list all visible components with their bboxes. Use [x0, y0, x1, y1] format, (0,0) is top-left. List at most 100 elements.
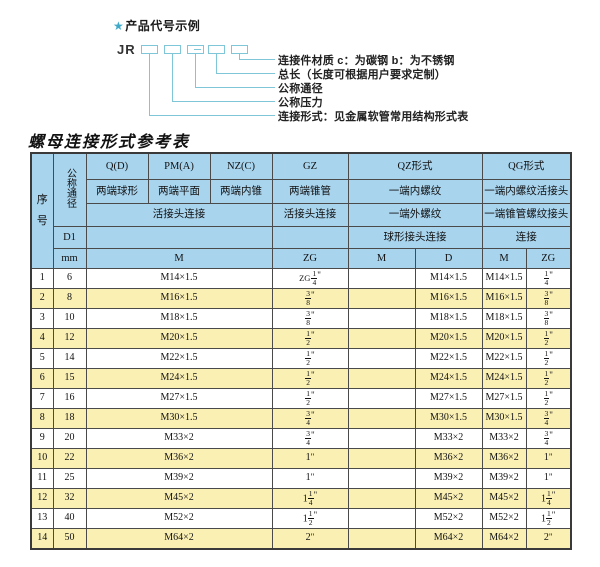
cell-dn: 40	[52, 508, 87, 529]
cell-qz-m	[347, 528, 416, 550]
leader-line-bore-horizontal	[195, 87, 275, 88]
cell-dn: 10	[52, 308, 87, 329]
cell-seq: 13	[30, 508, 54, 529]
leader-line-material-vertical	[239, 54, 240, 60]
cell-qg-zg: 3 4 "	[525, 408, 572, 429]
cell-qg-m: M36×2	[481, 448, 527, 469]
star-icon: ★	[113, 19, 125, 33]
header-dn-sub: D1	[52, 226, 87, 249]
header-row-code: 序号 公称通径 Q(D) PM(A) NZ(C) GZ QZ形式 QG形式	[30, 152, 572, 269]
leader-line-connection-vertical	[149, 54, 150, 116]
cell-qz-d: M24×1.5	[414, 368, 483, 389]
header-qd-ends: 两端球形	[85, 179, 149, 204]
cell-gz: 1 1 2 "	[271, 508, 349, 529]
cell-qg-zg: 1 2 "	[525, 348, 572, 369]
cell-qg-zg: 1 2 "	[525, 328, 572, 349]
cell-qz-d: M64×2	[414, 528, 483, 550]
header-group-nz-code: NZ(C)	[209, 152, 273, 180]
cell-qz-m	[347, 328, 416, 349]
leader-line-connection-horizontal	[149, 115, 275, 116]
code-desc-material: 连接件材质 c：为碳钢 b：为不锈钢	[278, 55, 455, 67]
cell-m: M14×1.5	[85, 268, 273, 289]
code-box-1	[141, 45, 158, 54]
header-qdpmnz-blank	[85, 226, 273, 249]
cell-m: M39×2	[85, 468, 273, 489]
cell-qz-d: M39×2	[414, 468, 483, 489]
header-unit-m-qz: M	[347, 248, 416, 269]
cell-dn: 25	[52, 468, 87, 489]
cell-m: M36×2	[85, 448, 273, 469]
cell-qz-m	[347, 388, 416, 409]
cell-qg-m: M39×2	[481, 468, 527, 489]
cell-gz: 1 1 4 "	[271, 488, 349, 509]
cell-seq: 14	[30, 528, 54, 550]
cell-dn: 20	[52, 428, 87, 449]
header-dn: 公称通径	[52, 152, 87, 227]
cell-seq: 12	[30, 488, 54, 509]
cell-dn: 22	[52, 448, 87, 469]
cell-m: M22×1.5	[85, 348, 273, 369]
cell-qg-zg: 2"	[525, 528, 572, 550]
table-row: 8 18 M30×1.5 3 4 " M30×1.5 M30×1.5 3 4 "	[30, 408, 572, 429]
cell-gz: 3 8 "	[271, 288, 349, 309]
cell-dn: 6	[52, 268, 87, 289]
header-unit-d-qz: D	[414, 248, 483, 269]
cell-qz-d: M36×2	[414, 448, 483, 469]
header-row-d1: D1 球形接头连接 连接	[31, 226, 572, 249]
cell-m: M27×1.5	[85, 388, 273, 409]
header-group-pm-code: PM(A)	[147, 152, 211, 180]
code-separator-dash	[194, 49, 201, 50]
header-unit-zg-gz: ZG	[271, 248, 349, 269]
header-group-qg-code: QG形式	[481, 152, 572, 180]
header-gz-ends: 两端锥管	[271, 179, 349, 204]
leader-line-length-vertical	[216, 54, 217, 74]
header-group-gz-code: GZ	[271, 152, 349, 180]
cell-qz-m	[347, 268, 416, 289]
cell-seq: 10	[30, 448, 54, 469]
nut-connection-table: 序号 公称通径 Q(D) PM(A) NZ(C) GZ QZ形式 QG形式 两端…	[30, 152, 573, 550]
cell-qg-zg: 1 1 4 "	[525, 488, 572, 509]
cell-qg-zg: 3 8 "	[525, 308, 572, 329]
cell-qg-m: M64×2	[481, 528, 527, 550]
cell-qz-m	[347, 488, 416, 509]
header-row-ends: 两端球形 两端平面 两端内锥 两端锥管 一端内螺纹 一端内螺纹活接头	[31, 179, 572, 204]
product-code-heading-text: 产品代号示例	[125, 19, 201, 33]
cell-seq: 3	[30, 308, 54, 329]
cell-qg-m: M18×1.5	[481, 308, 527, 329]
cell-qz-d: M33×2	[414, 428, 483, 449]
table-title: 螺母连接形式参考表	[28, 132, 191, 151]
cell-qz-m	[347, 368, 416, 389]
code-box-4	[208, 45, 225, 54]
cell-qg-zg: 1 2 "	[525, 368, 572, 389]
code-desc-connection: 连接形式：见金属软管常用结构形式表	[278, 111, 469, 123]
cell-dn: 18	[52, 408, 87, 429]
header-qz-ends: 一端内螺纹	[347, 179, 483, 204]
table-row: 14 50 M64×2 2" M64×2 M64×2 2"	[30, 528, 572, 550]
cell-qz-m	[347, 308, 416, 329]
cell-qg-m: M27×1.5	[481, 388, 527, 409]
cell-qz-m	[347, 508, 416, 529]
cell-gz: 3 8 "	[271, 308, 349, 329]
table-row: 2 8 M16×1.5 3 8 " M16×1.5 M16×1.5 3 8 "	[30, 288, 572, 309]
cell-gz: 3 4 "	[271, 428, 349, 449]
header-unit-zg-qg: ZG	[525, 248, 572, 269]
header-qdpmnz-union: 活接头连接	[85, 203, 273, 227]
table-row: 5 14 M22×1.5 1 2 " M22×1.5 M22×1.5 1 2 "	[30, 348, 572, 369]
cell-qg-zg: 1 4 "	[525, 268, 572, 289]
cell-qg-m: M45×2	[481, 488, 527, 509]
cell-qz-d: M22×1.5	[414, 348, 483, 369]
leader-line-pressure-horizontal	[172, 101, 275, 102]
cell-gz: 1"	[271, 468, 349, 489]
header-pm-ends: 两端平面	[147, 179, 211, 204]
product-code-diagram: ★产品代号示例 JR 连接件材质 c：为碳钢 b：为不锈钢 总长（长度可根据用户…	[0, 0, 600, 128]
header-group-qz-code: QZ形式	[347, 152, 483, 180]
cell-dn: 12	[52, 328, 87, 349]
code-desc-length: 总长（长度可根据用户要求定制）	[278, 69, 446, 81]
cell-seq: 7	[30, 388, 54, 409]
table-body: 1 6 M14×1.5 ZG 1 4 " M14×1.5 M14×1.5 1 4 " 2 8 M16×1.5…	[30, 268, 572, 550]
header-qg-union: 一端锥管螺纹接头	[481, 203, 572, 227]
cell-qz-m	[347, 448, 416, 469]
code-box-5	[231, 45, 248, 54]
table-row: 4 12 M20×1.5 1 2 " M20×1.5 M20×1.5 1 2 "	[30, 328, 572, 349]
cell-gz: ZG 1 4 "	[271, 268, 349, 289]
